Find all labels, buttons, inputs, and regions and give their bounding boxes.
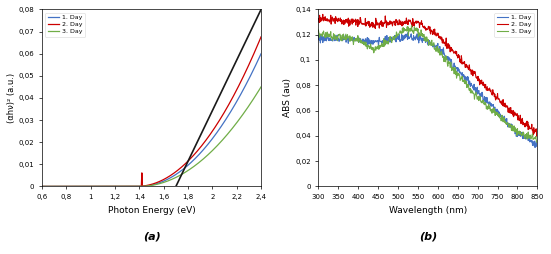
1. Day	[525, 135, 531, 138]
1. Day	[179, 169, 185, 172]
1. Day	[321, 38, 328, 41]
2. Day	[172, 171, 179, 174]
1. Day	[532, 146, 538, 149]
Line: 1. Day: 1. Day	[318, 33, 537, 148]
Line: 3. Day: 3. Day	[318, 25, 537, 142]
3. Day	[172, 176, 179, 179]
1. Day	[172, 173, 179, 177]
2. Day	[52, 185, 59, 188]
3. Day	[413, 27, 419, 30]
2. Day	[39, 185, 45, 188]
X-axis label: Photon Energy (eV): Photon Energy (eV)	[107, 205, 196, 215]
Legend: 1. Day, 2. Day, 3. Day: 1. Day, 2. Day, 3. Day	[45, 12, 85, 37]
1. Day	[166, 177, 172, 180]
3. Day	[315, 28, 322, 31]
2. Day	[258, 35, 264, 38]
2. Day	[179, 166, 185, 169]
Line: 2. Day: 2. Day	[42, 37, 261, 186]
1. Day	[466, 80, 473, 83]
Line: 2. Day: 2. Day	[318, 14, 537, 136]
1. Day	[534, 144, 541, 147]
2. Day	[466, 67, 473, 70]
2. Day	[228, 100, 234, 103]
1. Day	[315, 34, 322, 37]
1. Day	[404, 31, 411, 34]
3. Day	[228, 129, 234, 132]
2. Day	[400, 22, 407, 25]
2. Day	[413, 20, 419, 23]
3. Day	[166, 179, 172, 182]
1. Day	[39, 185, 45, 188]
2. Day	[534, 132, 541, 135]
3. Day	[258, 85, 264, 88]
3. Day	[179, 173, 185, 176]
1. Day	[258, 52, 264, 55]
1. Day	[205, 142, 212, 146]
Y-axis label: (αhν)² (a.u.): (αhν)² (a.u.)	[7, 73, 16, 123]
3. Day	[205, 153, 212, 156]
2. Day	[322, 15, 328, 18]
Text: (a): (a)	[143, 231, 160, 242]
X-axis label: Wavelength (nm): Wavelength (nm)	[389, 205, 467, 215]
Line: 3. Day: 3. Day	[42, 87, 261, 186]
3. Day	[466, 89, 473, 92]
1. Day	[413, 35, 419, 38]
3. Day	[408, 24, 415, 27]
3. Day	[39, 185, 45, 188]
1. Day	[52, 185, 59, 188]
2. Day	[315, 18, 322, 21]
Legend: 1. Day, 2. Day, 3. Day: 1. Day, 2. Day, 3. Day	[494, 12, 534, 37]
1. Day	[415, 36, 422, 39]
Text: (b): (b)	[419, 231, 437, 242]
2. Day	[320, 13, 326, 16]
2. Day	[534, 135, 541, 138]
3. Day	[400, 26, 407, 29]
3. Day	[415, 27, 422, 30]
3. Day	[525, 134, 531, 137]
Line: 1. Day: 1. Day	[42, 54, 261, 186]
2. Day	[205, 136, 212, 139]
3. Day	[321, 34, 328, 37]
3. Day	[534, 141, 541, 144]
2. Day	[415, 21, 422, 24]
2. Day	[166, 175, 172, 178]
1. Day	[400, 37, 407, 40]
2. Day	[525, 120, 531, 123]
3. Day	[52, 185, 59, 188]
Y-axis label: ABS (au): ABS (au)	[283, 78, 292, 117]
3. Day	[534, 140, 541, 143]
1. Day	[228, 110, 234, 113]
